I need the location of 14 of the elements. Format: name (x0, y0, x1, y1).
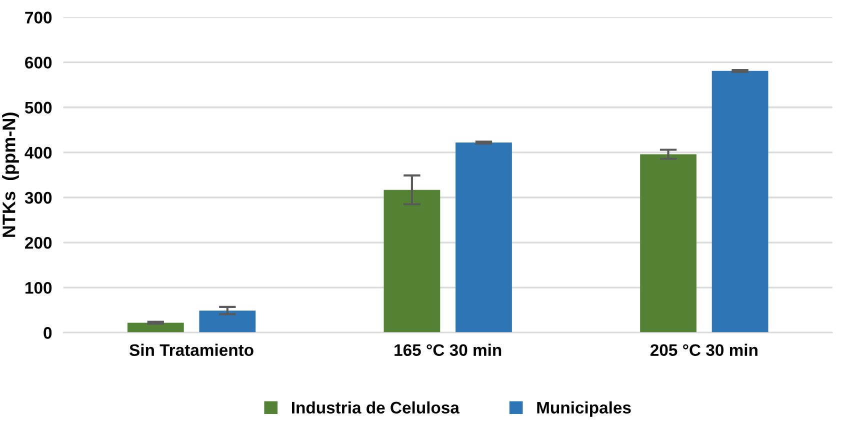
y-tick-label: 700 (25, 12, 52, 24)
x-tick-label: 165 °C 30 min (394, 344, 502, 356)
y-tick-label: 500 (24, 102, 52, 114)
x-tick-label: Sin Tratamiento (130, 344, 254, 356)
y-tick-label: 600 (25, 56, 52, 69)
y-tick-label: 200 (25, 236, 52, 249)
y-tick-label: 0 (44, 327, 52, 339)
y-axis-title: NTKs (ppm-N) (2, 112, 19, 237)
y-tick-label: 100 (26, 282, 52, 294)
y-tick-label: 300 (24, 192, 52, 204)
y-tick-label: 400 (24, 146, 52, 159)
x-tick-label: 205 °C 30 min (650, 344, 758, 356)
legend-label: Industria de Celulosa (292, 401, 460, 414)
legend-label: Municipales (537, 401, 631, 417)
